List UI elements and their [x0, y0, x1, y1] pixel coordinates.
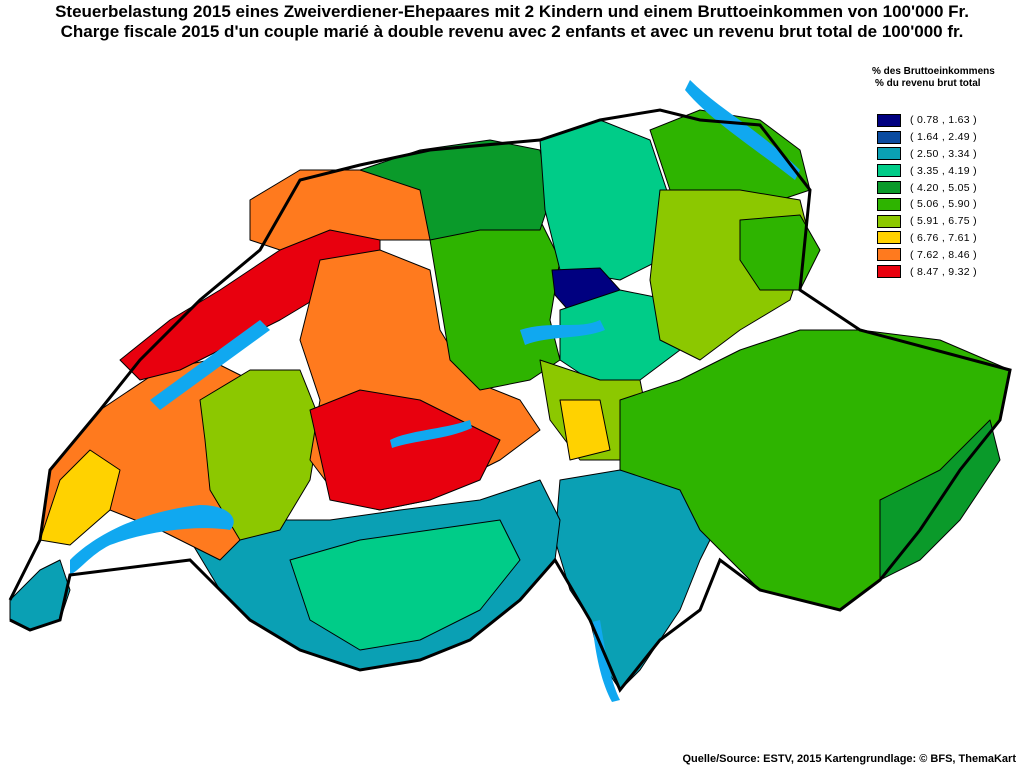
lake-neuchatel	[150, 320, 270, 410]
legend-item: ( 8.47 , 9.32 )	[872, 263, 1022, 280]
legend-label: ( 4.20 , 5.05 )	[910, 181, 977, 194]
legend-item: ( 4.20 , 5.05 )	[872, 179, 1022, 196]
legend-item: ( 5.91 , 6.75 )	[872, 213, 1022, 230]
legend-heading-french: % du revenu brut total	[875, 78, 981, 89]
legend-label: ( 5.06 , 5.90 )	[910, 198, 977, 211]
region-bern-red	[309, 389, 501, 511]
region-vaud-yellow	[39, 449, 121, 546]
legend-label: ( 8.47 , 9.32 )	[910, 265, 977, 278]
region-valais-green	[289, 519, 521, 651]
legend-swatch	[877, 147, 901, 161]
title-german: Steuerbelastung 2015 eines Zweiverdiener…	[55, 2, 969, 21]
legend-item: ( 6.76 , 7.61 )	[872, 230, 1022, 247]
legend-label: ( 5.91 , 6.75 )	[910, 215, 977, 228]
legend-swatch	[877, 197, 901, 211]
legend-label: ( 1.64 , 2.49 )	[910, 131, 977, 144]
lake-lucerne	[520, 320, 605, 345]
legend-swatch	[877, 265, 901, 279]
legend-swatch	[877, 130, 901, 144]
legend-label: ( 7.62 , 8.46 )	[910, 248, 977, 261]
lake-thun	[390, 420, 472, 448]
legend-swatch	[877, 181, 901, 195]
legend-label: ( 0.78 , 1.63 )	[910, 114, 977, 127]
region-zurich	[539, 119, 671, 281]
legend-label: ( 6.76 , 7.61 )	[910, 231, 977, 244]
region-fribourg	[199, 369, 321, 541]
legend-swatch	[877, 164, 901, 178]
legend-item: ( 7.62 , 8.46 )	[872, 246, 1022, 263]
legend-item: ( 0.78 , 1.63 )	[872, 112, 1022, 129]
legend-swatch	[877, 231, 901, 245]
legend-label: ( 3.35 , 4.19 )	[910, 164, 977, 177]
legend-swatch	[877, 113, 901, 127]
region-aargau	[359, 139, 551, 241]
legend-swatch	[877, 214, 901, 228]
region-uri-yellow	[559, 399, 611, 461]
region-appenzell	[739, 214, 821, 291]
legend-item: ( 1.64 , 2.49 )	[872, 129, 1022, 146]
lake-geneva	[70, 505, 234, 575]
lake-constance	[685, 80, 800, 180]
country-border	[8, 108, 1012, 693]
legend-heading-german: % des Bruttoeinkommens	[872, 66, 995, 77]
region-schwyz	[559, 289, 681, 381]
legend-item: ( 2.50 , 3.34 )	[872, 146, 1022, 163]
legend-item: ( 5.06 , 5.90 )	[872, 196, 1022, 213]
source-credit: Quelle/Source: ESTV, 2015 Kartengrundlag…	[682, 753, 1016, 765]
title-french: Charge fiscale 2015 d'un couple marié à …	[60, 22, 964, 41]
legend: % des Bruttoeinkommens % du revenu brut …	[872, 66, 1022, 280]
legend-label: ( 2.50 , 3.34 )	[910, 147, 977, 160]
switzerland-choropleth-map	[8, 80, 1012, 702]
legend-swatch	[877, 248, 901, 262]
legend-item: ( 3.35 , 4.19 )	[872, 162, 1022, 179]
